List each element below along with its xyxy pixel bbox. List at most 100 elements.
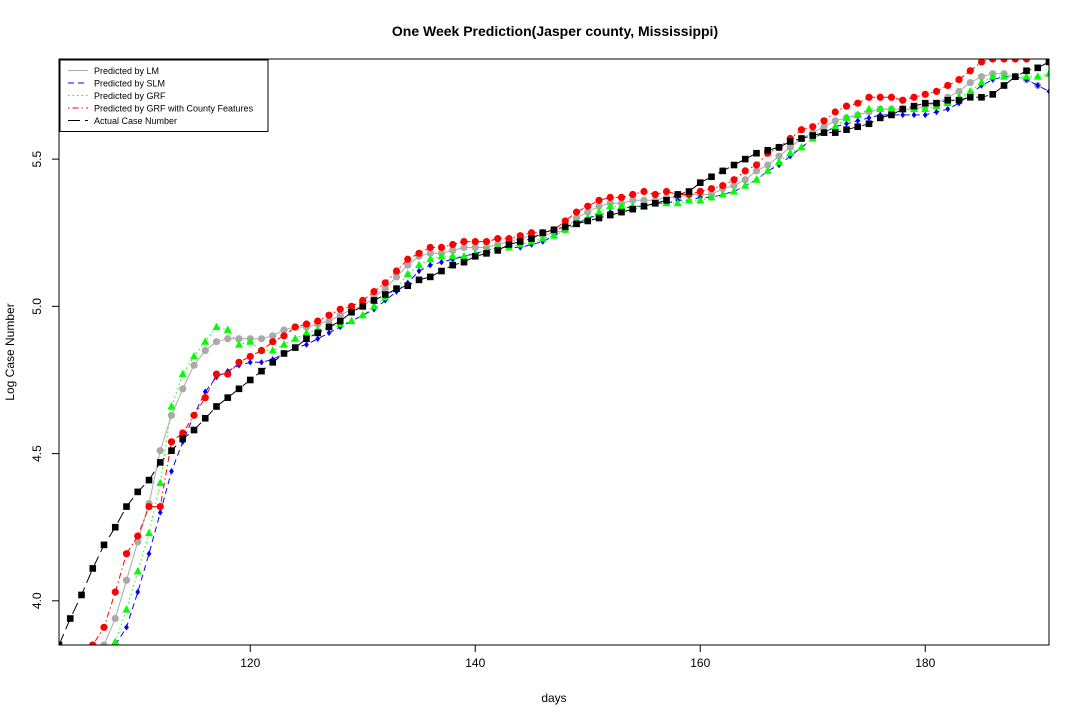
data-point-predicted-by-grf-38 (538, 234, 547, 242)
data-point-actual-case-number-26 (348, 308, 355, 316)
data-point-predicted-by-grf-with-county-features-16 (269, 338, 277, 346)
data-point-predicted-by-lm-43 (572, 214, 581, 222)
data-point-actual-case-number-31 (404, 282, 412, 290)
data-point-predicted-by-grf-with-county-features-10 (201, 394, 209, 402)
data-point-actual-case-number-72 (865, 120, 873, 128)
data-point-predicted-by-grf-with-county-features-75 (932, 87, 941, 95)
data-point-predicted-by-grf-with-county-features-27 (392, 267, 401, 275)
data-point-predicted-by-lm-32 (449, 246, 457, 255)
data-point-actual-case-number-33 (426, 273, 434, 281)
data-point-predicted-by-slm-67 (866, 114, 872, 122)
data-point-predicted-by-grf-with-county-features-28 (404, 255, 412, 263)
data-point-predicted-by-lm-6 (156, 447, 164, 455)
data-point-predicted-by-grf-0 (111, 637, 120, 645)
y-tick-label-0: 4.0 (30, 592, 44, 609)
data-point-actual-case-number-34 (438, 267, 445, 275)
data-point-predicted-by-grf-with-county-features-0 (89, 641, 97, 645)
data-point-predicted-by-grf-with-county-features-38 (516, 232, 524, 240)
data-point-predicted-by-grf-22 (358, 310, 367, 319)
data-point-predicted-by-grf-with-county-features-74 (921, 90, 929, 98)
data-point-predicted-by-grf-with-county-features-76 (944, 81, 952, 90)
data-point-predicted-by-grf-with-county-features-73 (910, 93, 918, 101)
data-point-predicted-by-slm-12 (247, 359, 253, 366)
data-point-predicted-by-lm-57 (730, 182, 738, 190)
data-point-predicted-by-grf-78 (988, 72, 997, 80)
data-point-actual-case-number-4 (100, 541, 108, 549)
data-point-actual-case-number-40 (505, 241, 513, 248)
data-point-predicted-by-grf-72 (921, 104, 930, 113)
data-point-actual-case-number-22 (303, 335, 310, 343)
x-tick-label-160: 160 (690, 656, 710, 670)
data-point-actual-case-number-78 (933, 99, 940, 107)
data-point-predicted-by-grf-29 (437, 251, 446, 260)
data-point-predicted-by-lm-66 (831, 117, 839, 125)
x-tick-label-180: 180 (915, 656, 935, 670)
data-point-actual-case-number-60 (730, 161, 738, 169)
data-point-predicted-by-grf-31 (460, 251, 468, 260)
data-point-predicted-by-slm-83 (1046, 88, 1049, 95)
data-point-predicted-by-grf-with-county-features-71 (887, 93, 896, 101)
data-point-predicted-by-grf-30 (448, 251, 457, 260)
data-point-predicted-by-grf-with-county-features-39 (527, 229, 536, 237)
data-point-predicted-by-grf-with-county-features-17 (280, 332, 288, 340)
data-point-predicted-by-grf-with-county-features-79 (977, 59, 986, 66)
data-point-actual-case-number-12 (190, 426, 198, 434)
data-point-predicted-by-grf-77 (977, 78, 986, 86)
data-point-predicted-by-grf-6 (178, 369, 187, 378)
data-point-predicted-by-grf-50 (673, 198, 682, 207)
data-point-actual-case-number-88 (1045, 59, 1049, 66)
data-point-predicted-by-lm-13 (235, 335, 243, 343)
data-point-actual-case-number-52 (640, 202, 648, 210)
data-point-actual-case-number-5 (111, 523, 119, 531)
data-point-actual-case-number-38 (483, 250, 490, 257)
data-point-actual-case-number-81 (966, 93, 974, 101)
data-point-predicted-by-grf-39 (550, 231, 558, 239)
data-point-actual-case-number-56 (685, 188, 693, 195)
data-point-predicted-by-grf-26 (403, 269, 412, 277)
data-point-predicted-by-grf-16 (291, 334, 300, 342)
data-point-actual-case-number-77 (921, 99, 929, 107)
data-point-predicted-by-grf-with-county-features-2 (111, 588, 119, 596)
data-point-predicted-by-grf-with-county-features-55 (707, 184, 716, 193)
data-point-predicted-by-grf-56 (741, 181, 750, 189)
data-point-predicted-by-grf-with-county-features-34 (471, 237, 479, 246)
data-point-actual-case-number-41 (516, 238, 524, 245)
data-point-predicted-by-grf-with-county-features-80 (989, 59, 997, 63)
data-point-actual-case-number-13 (201, 414, 209, 422)
data-point-actual-case-number-62 (753, 149, 760, 157)
data-point-predicted-by-grf-2 (133, 566, 142, 575)
data-point-actual-case-number-51 (629, 205, 637, 213)
data-point-predicted-by-grf-with-county-features-69 (865, 93, 873, 101)
data-point-predicted-by-grf-81 (1022, 72, 1031, 80)
data-point-predicted-by-grf-58 (763, 166, 772, 174)
data-point-actual-case-number-16 (235, 385, 243, 393)
data-point-predicted-by-grf-23 (370, 301, 378, 310)
data-point-predicted-by-grf-with-county-features-3 (122, 550, 131, 558)
data-point-predicted-by-grf-10 (223, 325, 232, 333)
x-tick-label-140: 140 (465, 656, 485, 670)
y-tick-label-3: 5.5 (30, 150, 44, 167)
data-point-actual-case-number-7 (134, 488, 142, 496)
data-point-actual-case-number-6 (123, 503, 130, 510)
data-point-predicted-by-grf-11 (235, 340, 243, 348)
data-point-predicted-by-grf-51 (685, 195, 693, 204)
legend-label-predicted-by-grf: Predicted by GRF (94, 91, 166, 101)
data-point-predicted-by-grf-17 (302, 328, 311, 336)
data-point-actual-case-number-20 (280, 350, 288, 357)
data-point-predicted-by-grf-with-county-features-46 (606, 193, 614, 202)
series-line-predicted-by-slm (114, 76, 1049, 645)
data-point-predicted-by-grf-15 (280, 340, 288, 348)
data-point-predicted-by-lm-22 (336, 311, 344, 319)
data-point-actual-case-number-57 (696, 179, 704, 186)
data-point-predicted-by-slm-1 (124, 624, 129, 631)
data-point-actual-case-number-25 (336, 317, 344, 325)
data-point-predicted-by-lm-60 (764, 161, 772, 169)
data-point-predicted-by-grf-with-county-features-22 (336, 305, 344, 313)
data-point-predicted-by-grf-with-county-features-83 (1022, 59, 1031, 63)
data-point-predicted-by-grf-with-county-features-44 (584, 202, 592, 210)
data-point-actual-case-number-59 (719, 167, 727, 175)
data-point-actual-case-number-70 (843, 126, 850, 133)
data-point-actual-case-number-75 (899, 105, 907, 113)
data-point-actual-case-number-35 (449, 261, 457, 269)
